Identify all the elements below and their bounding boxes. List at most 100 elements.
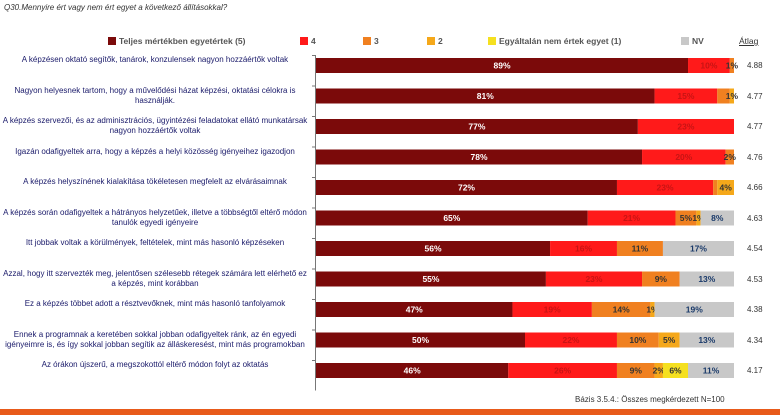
bar-segment-2 — [658, 332, 680, 348]
bar-segment-nv — [654, 302, 734, 317]
bar-segment-4 — [550, 241, 617, 256]
legend-swatch-1 — [488, 37, 496, 45]
data-label-5: 65% — [443, 213, 460, 223]
legend-item-4: 4 — [300, 36, 316, 46]
data-label-2: 1% — [726, 91, 739, 101]
bar-segment-4 — [688, 58, 730, 73]
row-label: A képzésen oktató segítők, tanárok, konz… — [21, 55, 289, 64]
bar-segment-5 — [316, 271, 546, 287]
bar-segment-3 — [616, 332, 659, 348]
legend-swatch-2 — [427, 37, 435, 45]
legend-swatch-5 — [108, 37, 116, 45]
bar-segment-nv — [688, 363, 734, 378]
bar-segment-3 — [591, 302, 651, 317]
data-label-nv: 13% — [698, 335, 715, 345]
data-label-4: 16% — [575, 244, 592, 254]
bar-segment-5 — [316, 302, 513, 317]
bar-segment-nv — [679, 271, 734, 287]
bar-segment-4 — [545, 271, 643, 287]
bar-segment-nv — [662, 241, 734, 256]
data-label-4: 23% — [657, 183, 674, 193]
data-label-4: 23% — [677, 122, 694, 132]
bar-segment-2 — [650, 302, 655, 317]
bar-segment-2 — [729, 88, 734, 104]
data-label-3: 5% — [680, 213, 693, 223]
legend-label-nv: NV — [692, 36, 704, 46]
row-label: Ez a képzés többet adott a résztvevőknek… — [24, 299, 286, 308]
data-label-3: 9% — [630, 366, 643, 376]
bar-segment-5 — [316, 210, 588, 226]
data-label-2: 1% — [692, 213, 705, 223]
row-label: A képzés során odafigyeltek a hátrányos … — [3, 207, 307, 227]
row-average: 4.53 — [747, 274, 763, 284]
bar-segment-3 — [642, 271, 680, 287]
data-label-nv: 19% — [686, 305, 703, 315]
data-label-4: 22% — [562, 335, 579, 345]
row-average: 4.63 — [747, 213, 763, 223]
legend-label-3: 3 — [374, 36, 379, 46]
row-average: 4.77 — [747, 122, 763, 131]
bar-segment-5 — [316, 149, 643, 165]
data-label-4: 26% — [554, 366, 571, 376]
legend: Teljes mértékben egyetértek (5) 4 3 2 Egyált… — [0, 36, 780, 50]
data-label-5: 56% — [425, 244, 442, 254]
bar-segment-3 — [725, 149, 734, 165]
bar-segment-4 — [587, 210, 676, 226]
row-average: 4.54 — [747, 244, 763, 253]
bar-segment-4 — [637, 119, 734, 134]
legend-item-1: Egyáltalán nem értek egyet (1) — [488, 36, 621, 46]
row-label: Az órákon újszerű, a megszokottól eltérő… — [41, 360, 269, 369]
legend-label-5: Teljes mértékben egyetértek (5) — [119, 36, 246, 46]
bar-segment-5 — [316, 180, 617, 195]
data-label-5: 50% — [412, 335, 429, 345]
row-label: A képzés szervezői, és az adminisztráció… — [2, 116, 308, 135]
legend-item-nv: NV — [681, 36, 704, 46]
legend-label-2: 2 — [438, 36, 443, 46]
data-label-2: 1% — [646, 305, 659, 315]
bar-segment-2 — [717, 180, 734, 195]
legend-label-4: 4 — [311, 36, 316, 46]
row-average: 4.77 — [747, 91, 763, 101]
legend-item-2: 2 — [427, 36, 443, 46]
data-label-2: 5% — [663, 335, 676, 345]
bar-segment-5 — [316, 58, 689, 73]
average-column-header: Átlag — [739, 36, 759, 46]
row-average: 4.66 — [747, 183, 763, 192]
bar-segment-5 — [316, 363, 509, 378]
bar-segment-nv — [679, 332, 734, 348]
bar-segment-4 — [512, 302, 592, 317]
bar-segment-nv — [700, 210, 734, 226]
data-label-nv: 13% — [698, 274, 715, 284]
data-label-1: 6% — [669, 366, 682, 376]
legend-swatch-3 — [363, 37, 371, 45]
legend-swatch-nv — [681, 37, 689, 45]
bar-segment-3 — [616, 363, 655, 378]
data-label-4: 15% — [677, 91, 694, 101]
row-label: Itt jobbak voltak a körülmények, feltéte… — [25, 238, 285, 247]
question-title: Q30.Mennyire ért vagy nem ért egyet a kö… — [4, 3, 228, 12]
data-label-3: 10% — [629, 335, 646, 345]
bar-segment-3 — [713, 180, 718, 195]
data-label-5: 72% — [458, 183, 475, 193]
bar-segment-3 — [616, 241, 663, 256]
bar-segment-1 — [662, 363, 689, 378]
row-label: Azzal, hogy itt szervezték meg, jelentős… — [3, 268, 307, 288]
bar-segment-2 — [654, 363, 663, 378]
bar-segment-3 — [675, 210, 697, 226]
row-label: Igazán odafigyeltek arra, hogy a képzés … — [15, 146, 295, 156]
row-average: 4.88 — [747, 61, 763, 70]
bar-segment-4 — [525, 332, 617, 348]
data-label-5: 77% — [468, 122, 485, 132]
data-label-5: 78% — [471, 152, 488, 162]
bar-segment-5 — [316, 241, 551, 256]
data-label-5: 89% — [494, 61, 511, 71]
data-label-5: 55% — [422, 274, 439, 284]
legend-swatch-4 — [300, 37, 308, 45]
row-average: 4.34 — [747, 335, 763, 345]
data-label-nv: 11% — [703, 366, 720, 376]
bar-segment-4 — [642, 149, 726, 165]
data-label-5: 47% — [406, 305, 423, 315]
row-average: 4.38 — [747, 305, 763, 314]
base-footnote: Bázis 3.5.4.: Összes megkérdezett N=100 — [575, 395, 725, 404]
bar-segment-4 — [654, 88, 718, 104]
